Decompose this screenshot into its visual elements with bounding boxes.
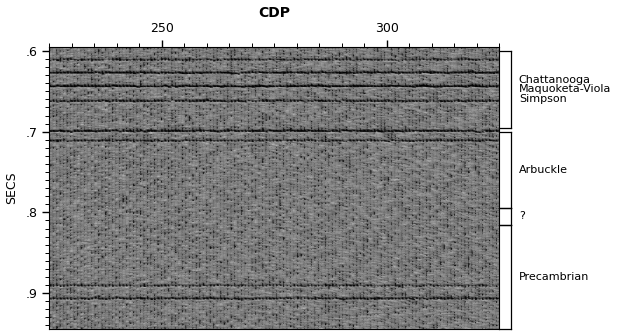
Y-axis label: SECS: SECS <box>6 172 19 204</box>
Text: Precambrian: Precambrian <box>519 272 589 282</box>
Text: ?: ? <box>519 211 525 221</box>
X-axis label: CDP: CDP <box>258 6 290 19</box>
Text: Maquoketa-Viola: Maquoketa-Viola <box>519 84 611 94</box>
Text: Arbuckle: Arbuckle <box>519 165 568 175</box>
Text: Simpson: Simpson <box>519 94 567 104</box>
Text: Chattanooga: Chattanooga <box>519 75 591 85</box>
